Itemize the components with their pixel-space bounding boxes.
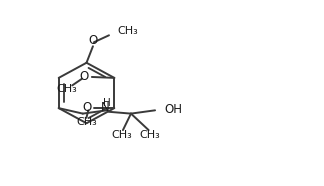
Text: CH₃: CH₃ <box>111 130 132 140</box>
Text: H: H <box>103 98 111 108</box>
Text: N: N <box>101 100 110 113</box>
Text: CH₃: CH₃ <box>56 84 77 94</box>
Text: OH: OH <box>165 103 183 116</box>
Text: O: O <box>83 101 92 114</box>
Text: O: O <box>88 34 98 47</box>
Text: CH₃: CH₃ <box>76 117 97 127</box>
Text: O: O <box>80 70 89 83</box>
Text: CH₃: CH₃ <box>117 26 138 36</box>
Text: CH₃: CH₃ <box>140 130 161 140</box>
